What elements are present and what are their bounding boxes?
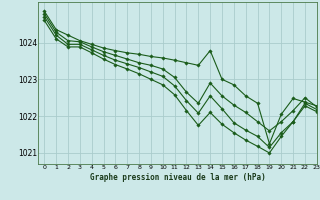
- X-axis label: Graphe pression niveau de la mer (hPa): Graphe pression niveau de la mer (hPa): [90, 173, 266, 182]
